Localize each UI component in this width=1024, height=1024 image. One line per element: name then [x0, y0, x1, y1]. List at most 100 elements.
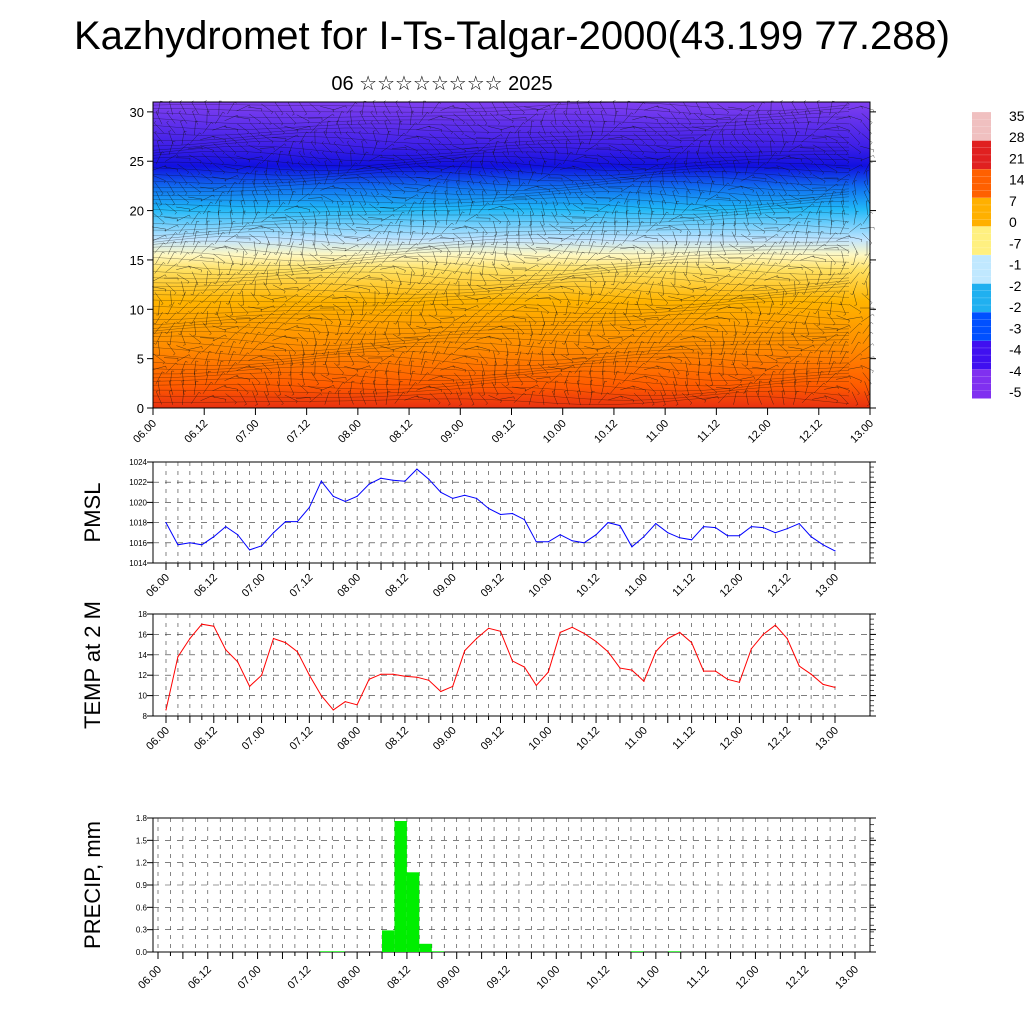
x-tick-label: 10.12: [574, 572, 602, 600]
data-point: [535, 541, 537, 543]
y-tick-label: 18: [138, 610, 147, 619]
data-point: [810, 536, 812, 538]
data-point: [356, 704, 358, 706]
y-tick-label: 16: [138, 630, 147, 639]
y-tick-label: 10: [138, 692, 147, 701]
colorbar-swatch: [972, 283, 991, 313]
data-point: [691, 642, 693, 644]
data-point: [714, 670, 717, 672]
x-tick-label: 11.12: [684, 964, 711, 991]
y-tick-label: 0.0: [136, 948, 148, 957]
colorbar-label: -2: [1009, 299, 1022, 315]
data-point: [261, 674, 263, 676]
data-point: [738, 681, 741, 683]
y-tick-label: 1.2: [136, 859, 148, 868]
data-point: [834, 550, 836, 552]
x-tick-label: 08.00: [335, 964, 363, 992]
data-point: [714, 527, 717, 529]
y-axis-label: TEMP at 2 M: [80, 601, 105, 729]
y-tick-label: 8: [143, 712, 148, 721]
y-tick-label: 30: [130, 105, 144, 120]
data-point: [272, 637, 275, 640]
x-tick-label: 06.12: [186, 964, 214, 992]
x-tick-label: 07.00: [234, 418, 262, 446]
temperature-wind-cross-section: 0 5 10 15 20 25 30 06.00 06.12 07.00 07.12 08.00 08.…: [130, 100, 876, 446]
data-point: [679, 537, 681, 539]
y-tick-label: 5: [137, 352, 144, 367]
data-point: [416, 676, 418, 678]
y-tick-label: 1024: [129, 458, 147, 467]
data-point: [726, 678, 729, 680]
plot-frame: [152, 461, 871, 564]
data-point: [607, 522, 609, 524]
colorbar-label: -4: [1009, 342, 1022, 358]
data-point: [213, 536, 215, 538]
data-point: [607, 651, 609, 653]
x-tick-label: 06.12: [182, 418, 210, 446]
data-point: [762, 633, 764, 636]
colorbar-swatch: [972, 312, 991, 342]
data-point: [380, 673, 382, 675]
data-point: [404, 675, 406, 677]
data-point: [344, 701, 346, 703]
data-point: [284, 521, 287, 523]
y-tick-label: 14: [138, 651, 147, 660]
x-tick-label: 06.00: [131, 418, 159, 446]
data-point: [392, 479, 394, 481]
colorbar-swatch: [972, 226, 991, 256]
data-point: [571, 540, 573, 542]
x-tick-label: 10.00: [526, 572, 554, 600]
x-tick-label: 09.00: [438, 418, 466, 446]
y-tick-label: 12: [138, 671, 147, 680]
colorbar-swatch: [972, 197, 991, 227]
x-tick-label: 09.12: [485, 964, 513, 992]
data-point: [583, 542, 585, 544]
colorbar-label: -4: [1009, 363, 1022, 379]
x-tick-label: 08.12: [383, 572, 411, 600]
data-point: [762, 527, 764, 529]
y-axis-label: PRECIP, mm: [80, 821, 105, 949]
data-point: [165, 522, 167, 524]
colorbar-swatch: [972, 169, 991, 199]
data-point: [476, 637, 478, 640]
data-point: [834, 686, 836, 689]
data-point: [595, 534, 597, 536]
data-point: [296, 521, 298, 523]
data-point: [703, 526, 705, 528]
x-tick-label: 11.00: [644, 418, 671, 445]
colorbar-swatch: [972, 112, 991, 142]
data-point: [249, 685, 251, 688]
y-tick-label: 1022: [129, 478, 147, 487]
plot-frame: [152, 613, 871, 717]
data-point: [499, 513, 502, 516]
x-tick-label: 10.00: [541, 418, 569, 446]
data-point: [332, 495, 334, 497]
data-point: [559, 631, 561, 634]
data-point: [428, 478, 430, 480]
x-tick-label: 09.12: [479, 572, 507, 600]
y-tick-label: 0.9: [136, 881, 148, 890]
data-point: [619, 667, 621, 669]
data-point: [547, 671, 549, 673]
data-point: [643, 536, 645, 538]
page-subtitle: 06 ☆☆☆☆☆☆☆☆ 2025: [331, 73, 553, 95]
colorbar-label: 0: [1009, 214, 1017, 230]
colorbar-label: -1: [1009, 257, 1022, 273]
x-tick-label: 09.00: [435, 964, 463, 992]
y-axis-label: PMSL: [80, 483, 105, 543]
data-point: [332, 709, 334, 711]
precip-bar: [668, 951, 681, 952]
data-point: [440, 690, 442, 693]
data-point: [476, 497, 478, 499]
x-tick-label: 11.00: [635, 964, 662, 991]
data-point: [822, 544, 824, 546]
data-point: [201, 544, 203, 546]
x-tick-label: 07.00: [240, 572, 268, 600]
y-tick-label: 0.3: [136, 926, 148, 935]
x-tick-label: 08.00: [335, 725, 363, 753]
data-point: [655, 523, 657, 525]
data-point: [750, 526, 753, 528]
data-point: [368, 678, 370, 680]
precip-bar: [319, 951, 333, 952]
